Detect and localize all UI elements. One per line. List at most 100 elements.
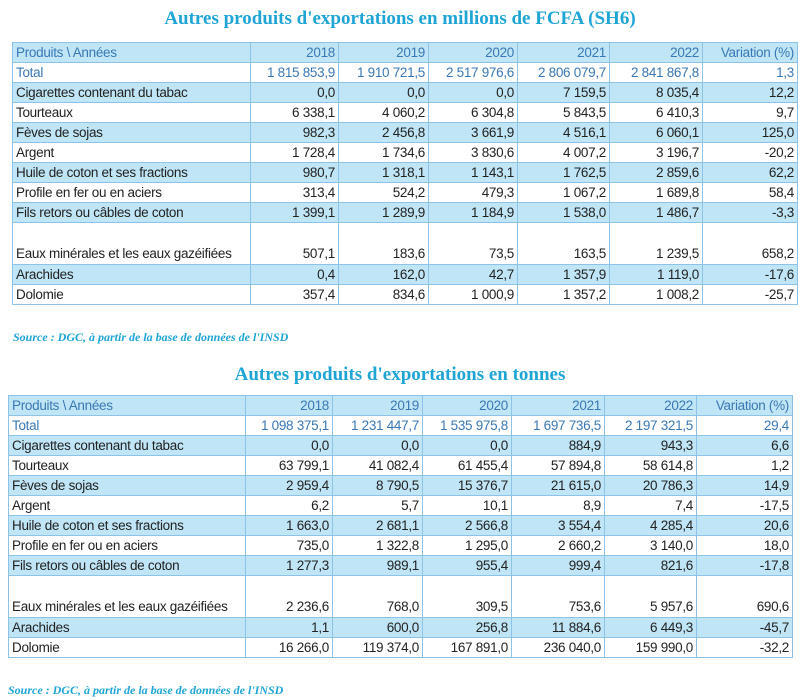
cell-y2018: 1 663,0: [245, 515, 333, 536]
cell-y2022: 159 990,0: [604, 637, 697, 658]
cell-y2022: 3 196,7: [609, 142, 703, 163]
cell-product: Fèves de sojas: [8, 475, 246, 496]
cell-y2022: 8 035,4: [609, 82, 703, 103]
cell-product: Dolomie: [12, 284, 251, 305]
cell-y2021: 11 884,6: [511, 617, 605, 638]
header-y2019: 2019: [332, 395, 423, 416]
cell-product: Huile de coton et ses fractions: [12, 162, 251, 183]
cell-variation: 6,6: [696, 435, 793, 456]
cell-y2020: 479,3: [428, 182, 518, 203]
cell-variation: 12,2: [702, 82, 798, 103]
cell-y2021: 8,9: [511, 495, 605, 516]
cell-y2018: 63 799,1: [245, 455, 333, 476]
cell-y2019: 4 060,2: [338, 102, 429, 123]
cell-y2020: 0,0: [428, 82, 518, 103]
cell-y2018: 6,2: [245, 495, 333, 516]
cell-y2018: 982,3: [250, 122, 339, 143]
table-row: Profile en fer ou en aciers 735,0 1 322,8 1…: [8, 535, 793, 556]
cell-product: Dolomie: [8, 637, 246, 658]
cell-y2022: 58 614,8: [604, 455, 697, 476]
table1-source: Source : DGC, à partir de la base de don…: [13, 330, 289, 344]
cell-product: Cigarettes contenant du tabac: [12, 82, 251, 103]
table-row: Dolomie 357,4 834,6 1 000,9 1 357,2 1 008,2 -2…: [12, 284, 798, 305]
cell-y2018: 0,0: [250, 82, 339, 103]
cell-y2020: 1 295,0: [422, 535, 512, 556]
cell-variation: 125,0: [702, 122, 798, 143]
cell-y2022: 6 449,3: [604, 617, 697, 638]
cell-y2021: 163,5: [517, 222, 610, 265]
cell-y2019: 1 231 447,7: [332, 415, 423, 436]
cell-variation: 29,4: [696, 415, 793, 436]
cell-y2021: 1 697 736,5: [511, 415, 605, 436]
cell-variation: -32,2: [696, 637, 793, 658]
cell-product: Total: [12, 62, 251, 83]
cell-y2019: 834,6: [338, 284, 429, 305]
cell-variation: -17,5: [696, 495, 793, 516]
cell-y2022: 6 060,1: [609, 122, 703, 143]
total-row: Total 1 815 853,9 1 910 721,5 2 517 976,6 2 …: [12, 62, 798, 83]
cell-y2018: 1 815 853,9: [250, 62, 339, 83]
cell-y2018: 2 236,6: [245, 575, 333, 618]
table-row: Dolomie 16 266,0 119 374,0 167 891,0 236 040…: [8, 637, 793, 658]
cell-variation: -25,7: [702, 284, 798, 305]
cell-product: Eaux minérales et les eaux gazéifiées: [8, 575, 246, 618]
cell-variation: 9,7: [702, 102, 798, 123]
header-y2018: 2018: [250, 42, 339, 63]
cell-y2020: 1 000,9: [428, 284, 518, 305]
cell-variation: -17,8: [696, 555, 793, 576]
cell-product: Total: [8, 415, 246, 436]
cell-y2022: 5 957,6: [604, 575, 697, 618]
cell-y2019: 1 289,9: [338, 202, 429, 223]
table2-title: Autres produits d'exportations en tonnes: [234, 364, 566, 385]
table-row: Fils retors ou câbles de coton 1 277,3 989…: [8, 555, 793, 576]
cell-variation: 58,4: [702, 182, 798, 203]
table-row: Tourteaux 63 799,1 41 082,4 61 455,4 57 894,…: [8, 455, 793, 476]
cell-y2022: 2 859,6: [609, 162, 703, 183]
header-variation: Variation (%): [702, 42, 798, 63]
cell-y2021: 236 040,0: [511, 637, 605, 658]
cell-variation: 18,0: [696, 535, 793, 556]
cell-y2020: 1 143,1: [428, 162, 518, 183]
cell-y2021: 21 615,0: [511, 475, 605, 496]
cell-product: Tourteaux: [8, 455, 246, 476]
cell-y2020: 1 535 975,8: [422, 415, 512, 436]
cell-y2020: 0,0: [422, 435, 512, 456]
cell-y2019: 119 374,0: [332, 637, 423, 658]
cell-product: Fils retors ou câbles de coton: [8, 555, 246, 576]
table-row: Profile en fer ou en aciers 313,4 524,2 479…: [12, 182, 798, 203]
cell-y2019: 162,0: [338, 264, 429, 285]
cell-y2020: 167 891,0: [422, 637, 512, 658]
table-row: Arachides 0,4 162,0 42,7 1 357,9 1 119,0 -17,6: [12, 264, 798, 285]
cell-variation: 14,9: [696, 475, 793, 496]
table2-source: Source : DGC, à partir de la base de don…: [8, 683, 284, 697]
cell-y2021: 2 660,2: [511, 535, 605, 556]
cell-y2019: 1 910 721,5: [338, 62, 429, 83]
cell-y2019: 524,2: [338, 182, 429, 203]
table-row: Argent 6,2 5,7 10,1 8,9 7,4 -17,5: [8, 495, 793, 516]
header-y2020: 2020: [422, 395, 512, 416]
cell-variation: 62,2: [702, 162, 798, 183]
cell-y2020: 2 566,8: [422, 515, 512, 536]
cell-y2020: 3 830,6: [428, 142, 518, 163]
cell-y2020: 6 304,8: [428, 102, 518, 123]
cell-y2020: 309,5: [422, 575, 512, 618]
table-row: Eaux minérales et les eaux gazéifiées 2 2…: [8, 575, 793, 618]
cell-y2018: 0,0: [245, 435, 333, 456]
cell-variation: -3,3: [702, 202, 798, 223]
cell-variation: -17,6: [702, 264, 798, 285]
cell-y2019: 0,0: [332, 435, 423, 456]
cell-product: Eaux minérales et les eaux gazéifiées: [12, 222, 251, 265]
cell-y2022: 821,6: [604, 555, 697, 576]
cell-y2022: 2 197 321,5: [604, 415, 697, 436]
cell-y2021: 1 357,2: [517, 284, 610, 305]
cell-y2020: 10,1: [422, 495, 512, 516]
exports-value-table: Produits \ Années 2018 2019 2020 2021 2022 Var…: [12, 42, 798, 305]
cell-y2021: 4 516,1: [517, 122, 610, 143]
cell-y2021: 1 762,5: [517, 162, 610, 183]
table-row: Huile de coton et ses fractions 980,7 1 31…: [12, 162, 798, 183]
cell-y2020: 1 184,9: [428, 202, 518, 223]
header-y2021: 2021: [511, 395, 605, 416]
cell-variation: 20,6: [696, 515, 793, 536]
cell-y2018: 6 338,1: [250, 102, 339, 123]
cell-y2020: 73,5: [428, 222, 518, 265]
